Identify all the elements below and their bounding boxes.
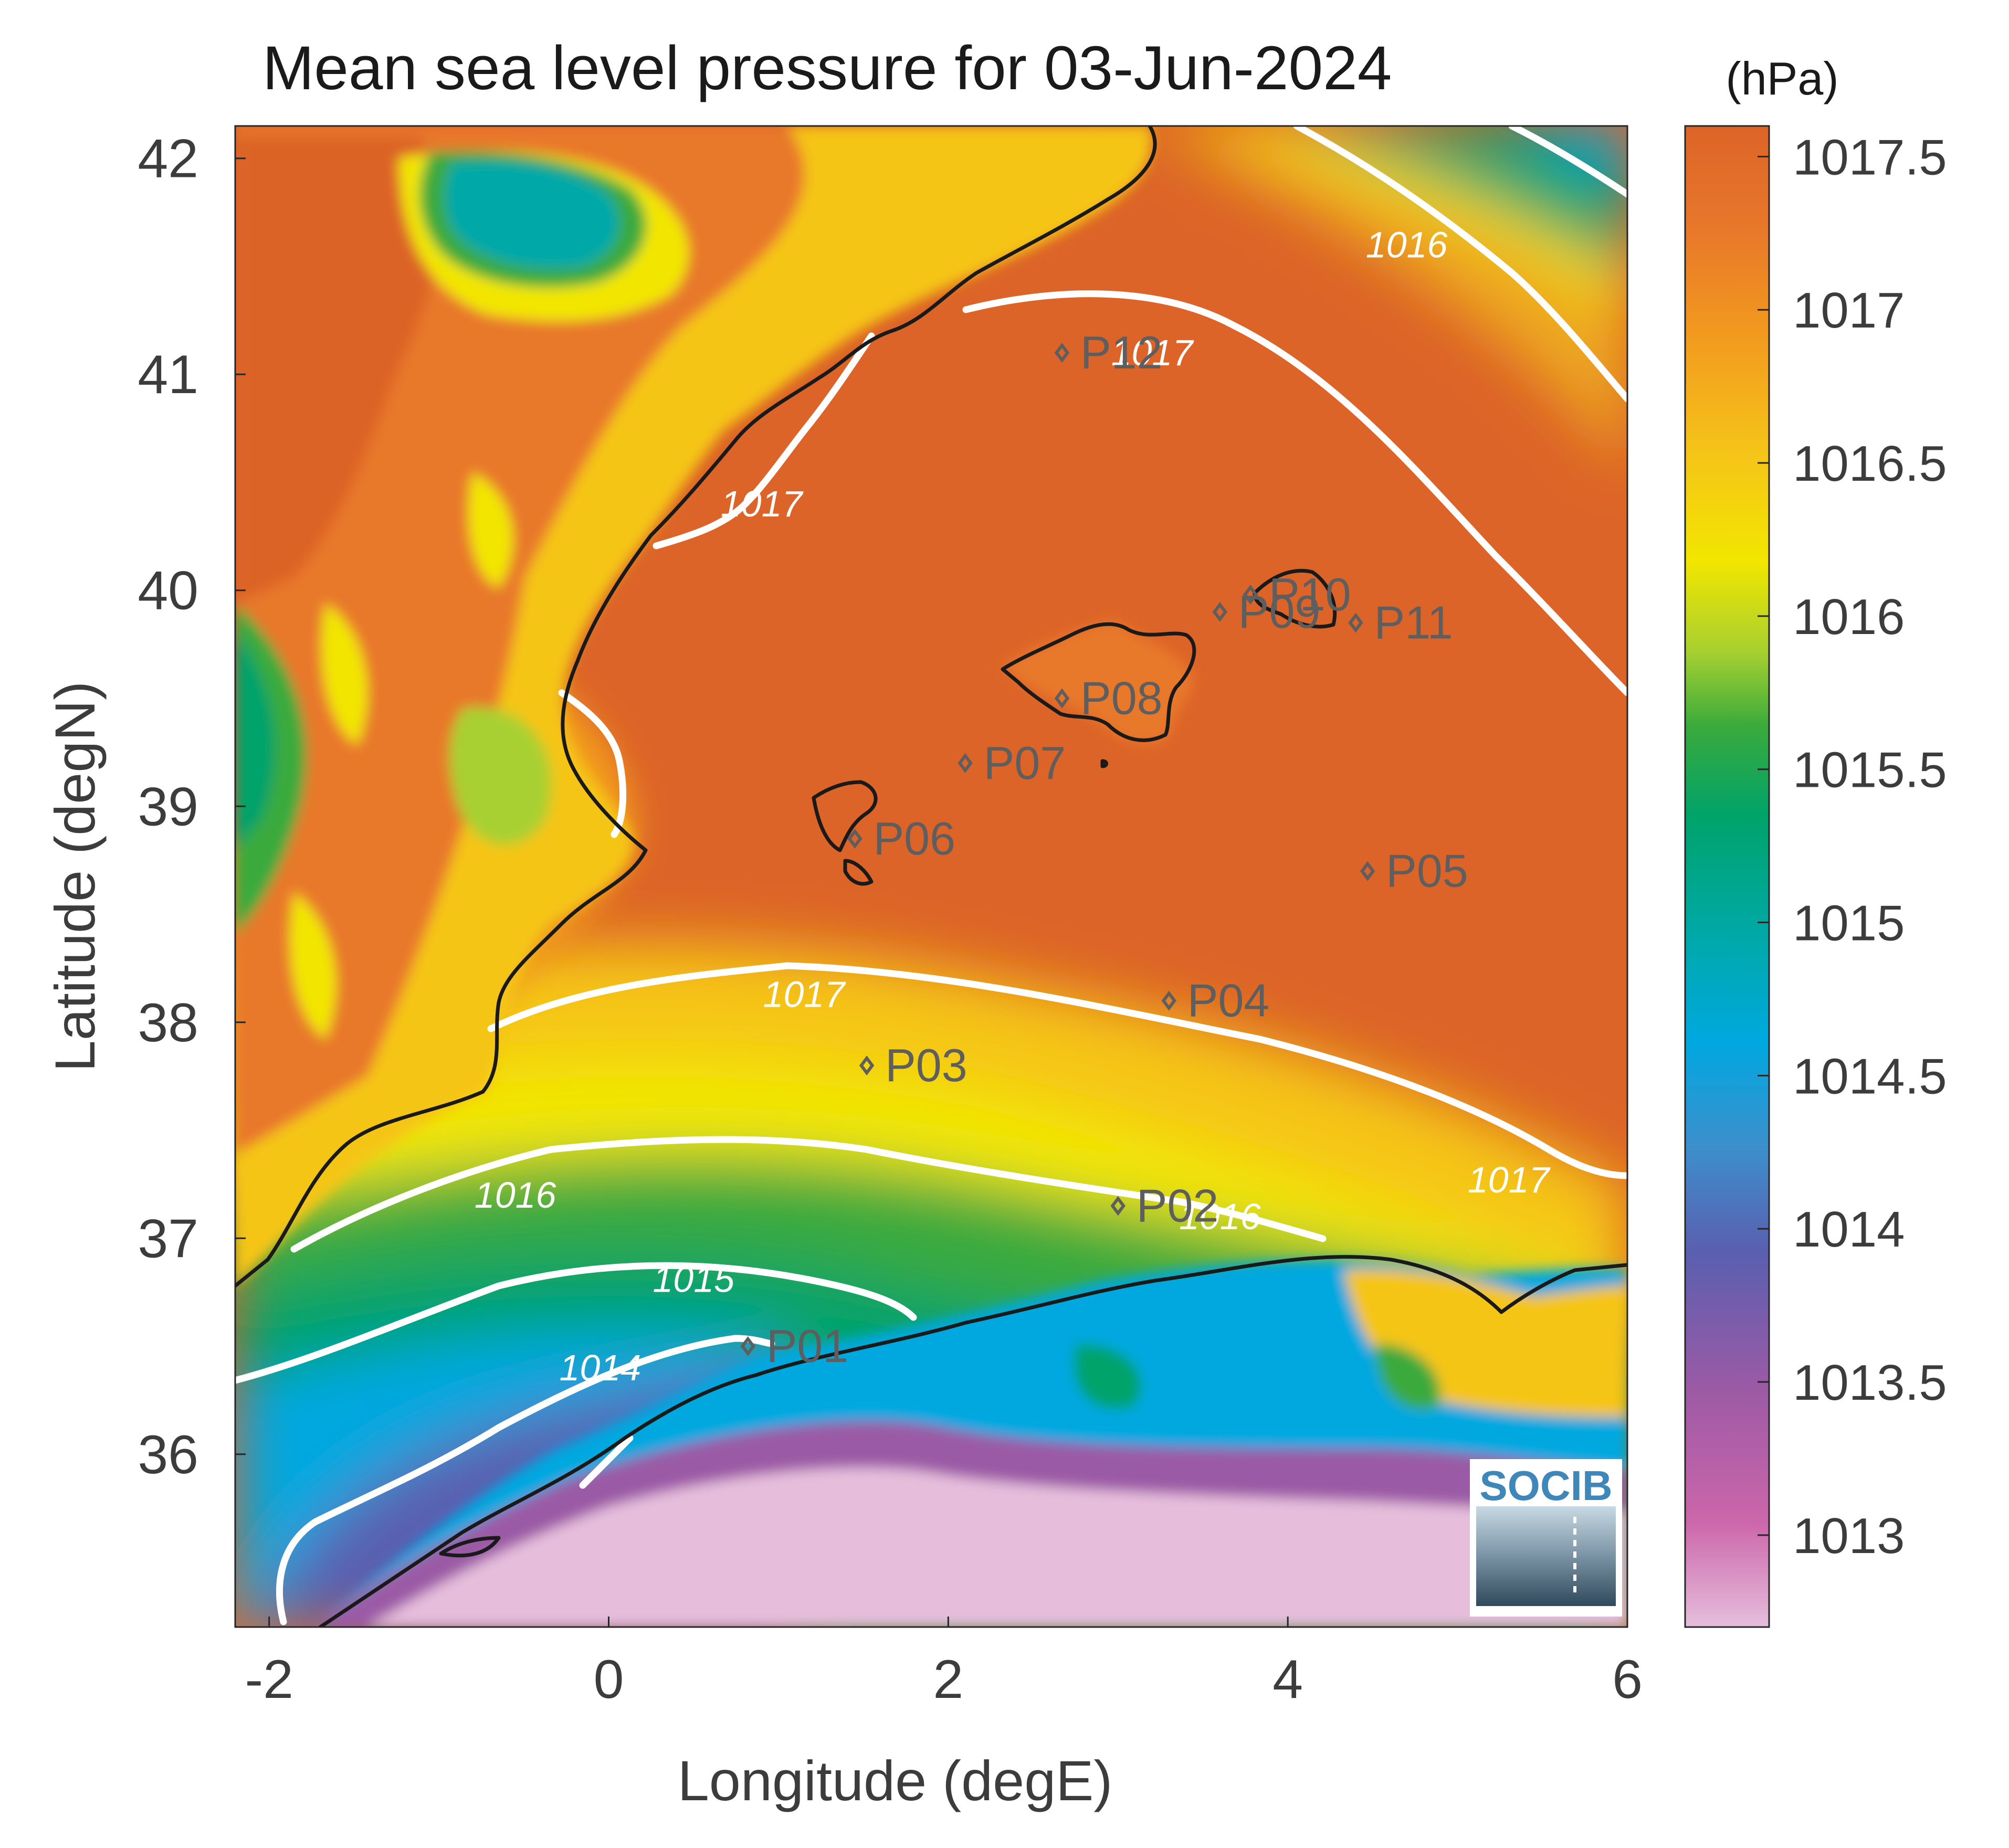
colorbar-unit-label: (hPa) — [1726, 52, 1838, 104]
colorbar-tick-label: 1015 — [1793, 895, 1905, 952]
station-label: P09 — [1238, 586, 1321, 638]
station-marker — [740, 1336, 755, 1357]
y-tick-label: 38 — [138, 992, 198, 1053]
x-tick-label: 4 — [1272, 1649, 1303, 1710]
station-marker — [1360, 861, 1375, 881]
contour-label: 1017 — [1468, 1159, 1551, 1200]
colorbar-gradient — [1684, 125, 1770, 1628]
station-label: P08 — [1080, 672, 1163, 724]
station-label: P02 — [1137, 1180, 1219, 1232]
station-label: P01 — [766, 1320, 849, 1372]
station-label: P04 — [1187, 975, 1270, 1027]
station-marker — [1054, 343, 1070, 363]
y-tick-label: 39 — [138, 776, 198, 837]
station-marker — [1054, 688, 1070, 709]
y-tick-label: 41 — [138, 344, 198, 405]
station-label: P03 — [885, 1039, 967, 1091]
pressure-contours — [235, 126, 1627, 1625]
socib-logo-text: SOCIB — [1479, 1462, 1612, 1509]
colorbar-ticks: 1017.5 1017 1016.5 1016 1015.5 1015 1014.5 1014… — [1758, 129, 1947, 1564]
station-label: P12 — [1080, 326, 1163, 378]
contour-label: 1017 — [721, 483, 804, 524]
contour-label: 1014 — [559, 1347, 641, 1388]
station-marker — [1243, 584, 1258, 605]
plot-frame — [234, 125, 1628, 1628]
y-axis-label: Latitude (degN) — [43, 681, 107, 1072]
station-marker — [847, 828, 862, 849]
x-axis-ticks: -2 0 2 4 6 — [245, 1617, 1643, 1710]
contour-label: 1016 — [1179, 1196, 1261, 1237]
station-label: P07 — [984, 737, 1066, 789]
station-marker — [958, 753, 973, 773]
station-label: P11 — [1374, 596, 1453, 648]
colorbar-tick-label: 1015.5 — [1793, 742, 1947, 798]
y-tick-label: 42 — [138, 129, 198, 189]
station-label: P06 — [873, 812, 955, 864]
x-axis-label: Longitude (degE) — [678, 1749, 1113, 1812]
station-marker — [859, 1055, 875, 1076]
contour-label: 1016 — [475, 1175, 556, 1216]
coastlines — [235, 126, 1627, 1627]
station-marker — [1212, 601, 1228, 622]
contour-label: 1015 — [653, 1259, 735, 1300]
colorbar-tick-label: 1017 — [1793, 282, 1905, 339]
colorbar-tick-label: 1014 — [1793, 1201, 1905, 1258]
colorbar-tick-label: 1016.5 — [1793, 436, 1947, 492]
x-tick-label: -2 — [245, 1649, 293, 1710]
y-axis-ticks: 42 41 40 39 38 37 36 — [138, 129, 246, 1485]
map-plot-area: 1016 1017 1017 1017 1017 1016 1016 1015 1014 P01… — [235, 126, 1627, 1627]
x-tick-label: 0 — [594, 1649, 624, 1710]
map-title: Mean sea level pressure for 03-Jun-2024 — [262, 34, 1392, 103]
station-marker — [1110, 1196, 1126, 1216]
x-tick-label: 2 — [933, 1649, 963, 1710]
y-tick-label: 37 — [138, 1208, 198, 1269]
contour-label: 1016 — [1366, 224, 1448, 265]
colorbar-tick-label: 1013 — [1793, 1508, 1905, 1564]
contour-label: 1017 — [763, 974, 847, 1015]
station-label: P10 — [1269, 568, 1351, 620]
y-tick-label: 40 — [138, 561, 198, 621]
station-marker — [1161, 990, 1177, 1011]
colorbar-tick-label: 1014.5 — [1793, 1048, 1947, 1104]
colorbar-tick-label: 1016 — [1793, 589, 1905, 645]
contour-labels: 1016 1017 1017 1017 1017 1016 1016 1015 1014 — [475, 224, 1551, 1388]
x-tick-label: 6 — [1612, 1649, 1643, 1710]
colorbar-tick-label: 1013.5 — [1793, 1355, 1947, 1411]
socib-logo: SOCIB — [1470, 1459, 1622, 1617]
station-marker — [1348, 613, 1363, 633]
colorbar-tick-label: 1017.5 — [1793, 129, 1947, 185]
contour-label: 1017 — [1111, 332, 1195, 373]
station-label: P05 — [1386, 845, 1468, 897]
colorbar: 1017.5 1017 1016.5 1016 1015.5 1015 1014.5 1014… — [1684, 125, 1947, 1628]
y-tick-label: 36 — [138, 1424, 198, 1485]
